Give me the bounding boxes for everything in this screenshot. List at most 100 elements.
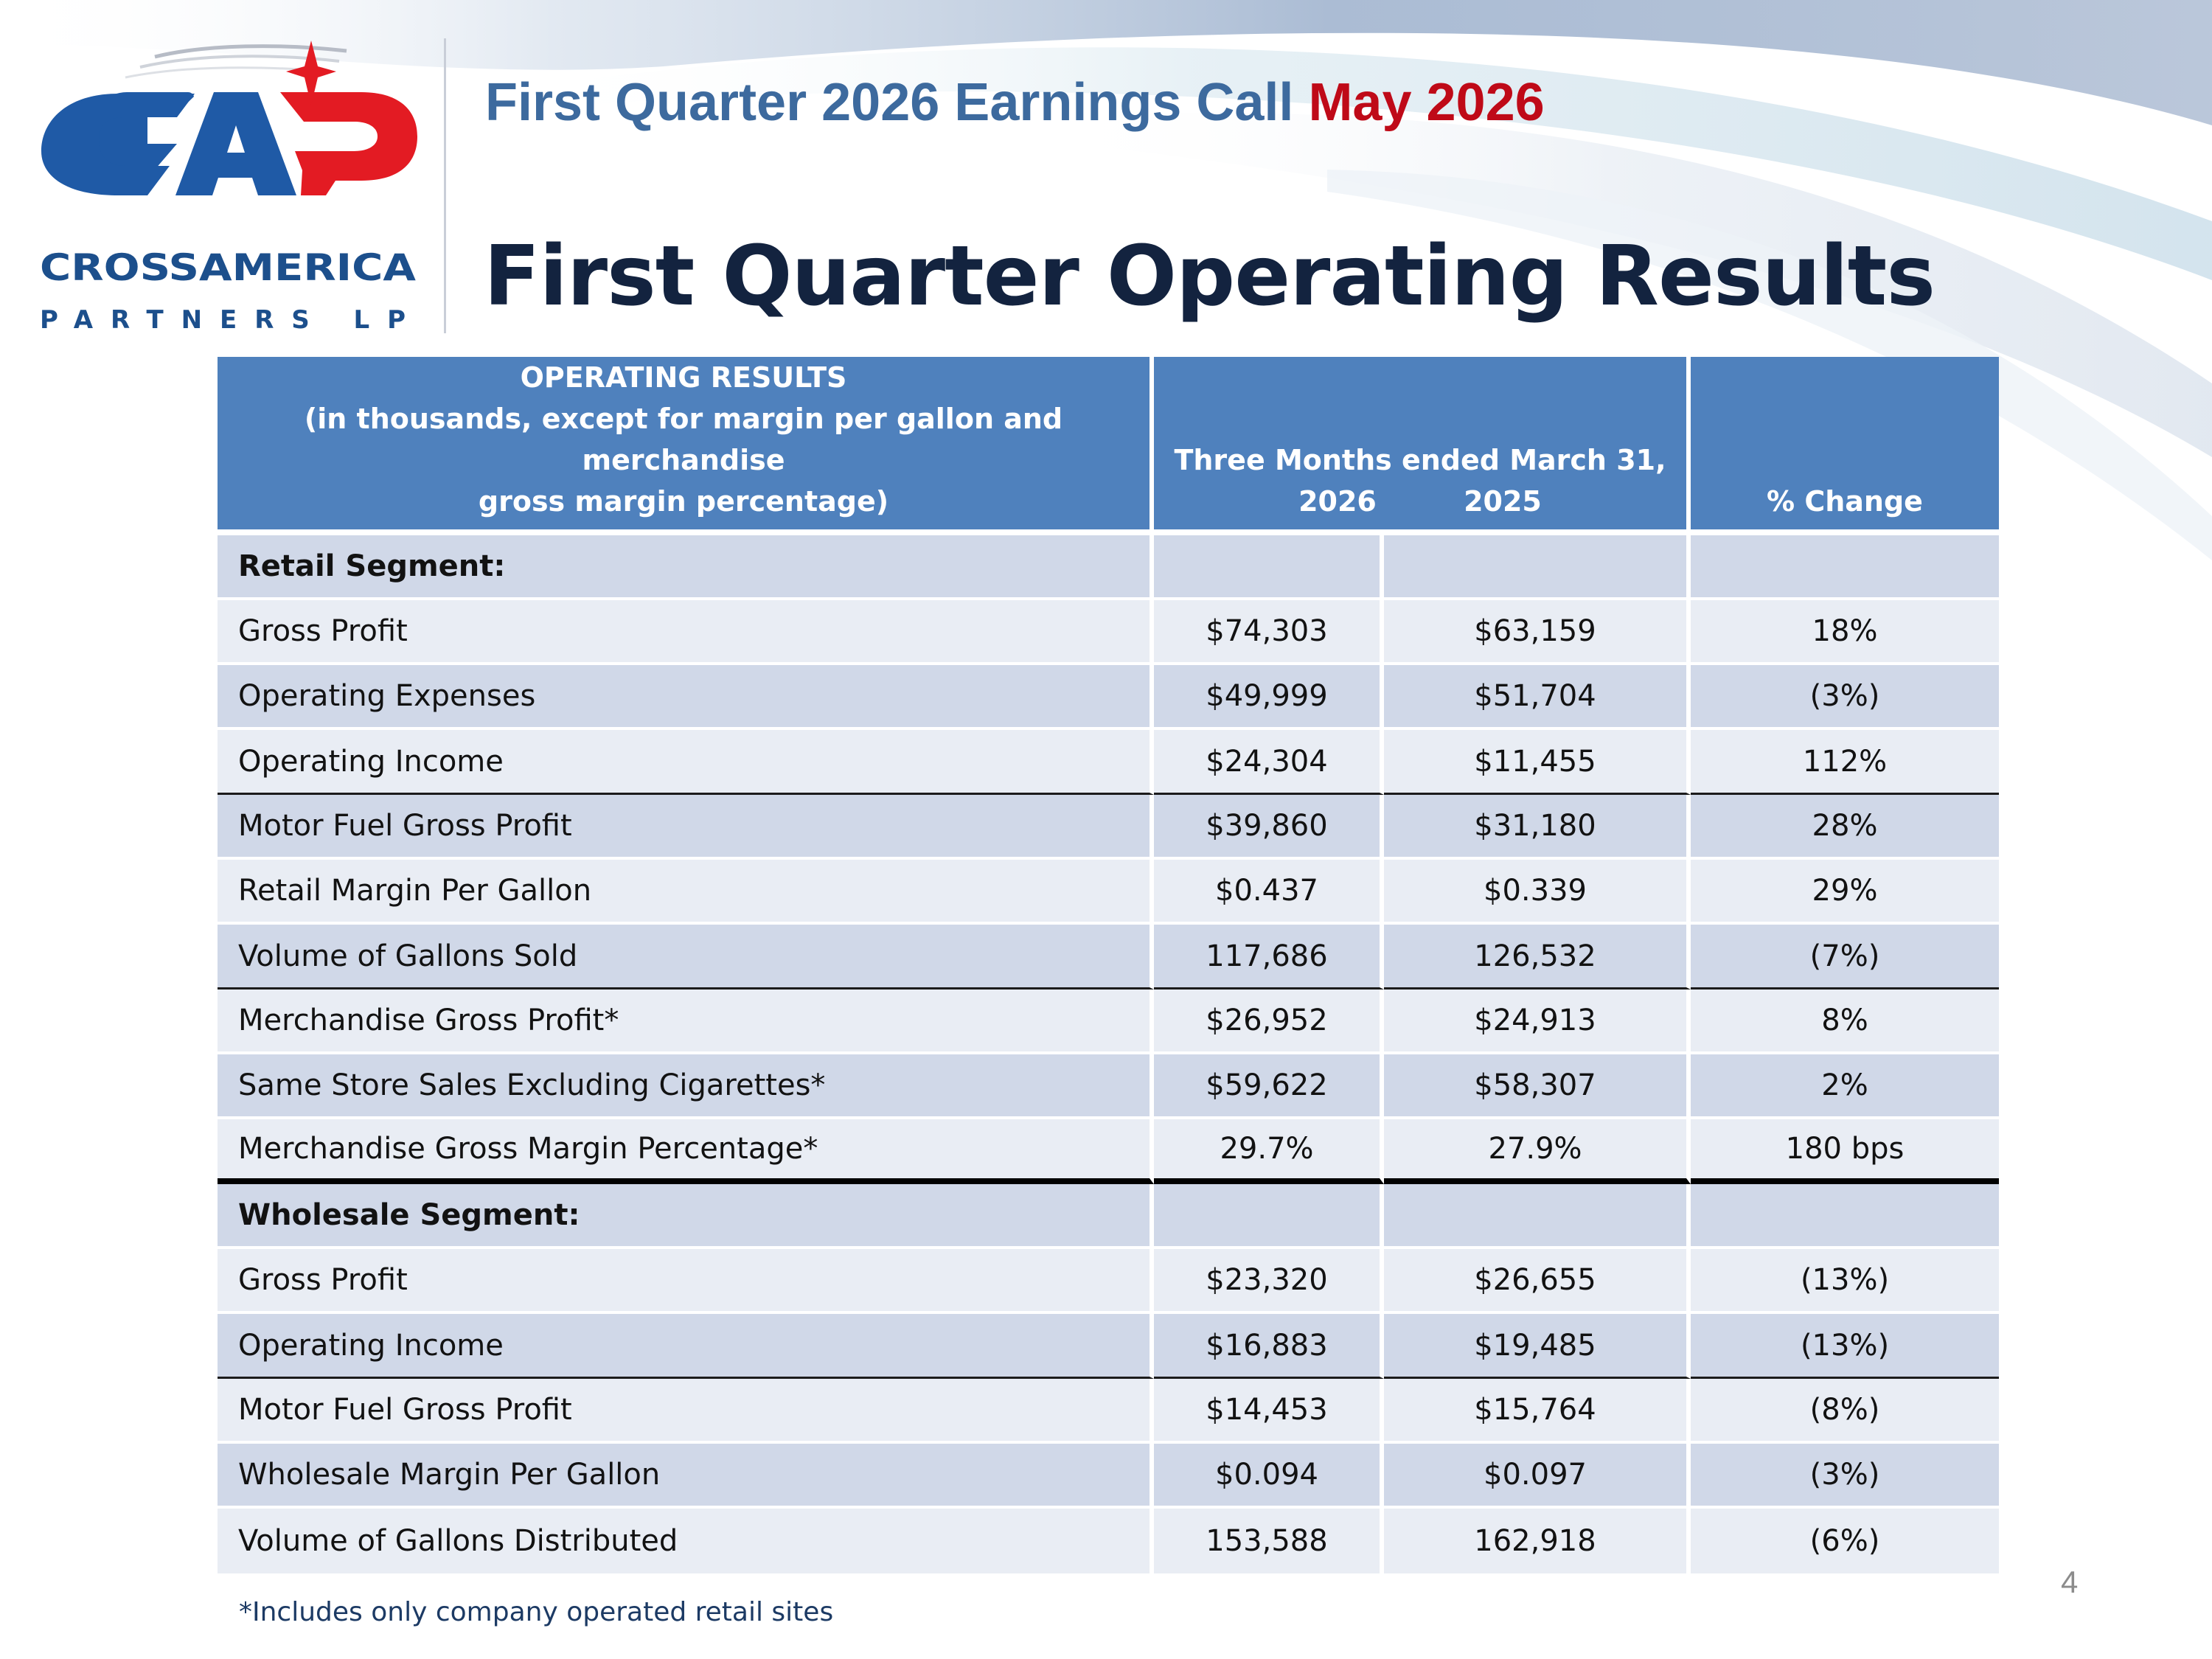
- crossamerica-logo: CROSSAMERICA PARTNERS LP: [40, 41, 417, 335]
- row-label: Volume of Gallons Distributed: [218, 1509, 1154, 1573]
- header-col1-line2: (in thousands, except for margin per gal…: [304, 403, 1063, 476]
- row-label: Retail Segment:: [218, 535, 1154, 600]
- cell-change: 2%: [1691, 1054, 1999, 1119]
- table-row-wholesale-segment: Wholesale Segment:: [218, 1184, 1999, 1249]
- cell-2026: 117,686: [1154, 925, 1384, 990]
- cell-2026: $49,999: [1154, 665, 1384, 730]
- header-operating-results: OPERATING RESULTS (in thousands, except …: [218, 357, 1154, 535]
- cell-change: (3%): [1691, 665, 1999, 730]
- table-row: Same Store Sales Excluding Cigarettes* $…: [218, 1054, 1999, 1119]
- table-row: Motor Fuel Gross Profit $14,453 $15,764 …: [218, 1379, 1999, 1444]
- table-row: Operating Expenses $49,999 $51,704 (3%): [218, 665, 1999, 730]
- cell-change: [1691, 1184, 1999, 1249]
- row-label: Merchandise Gross Profit*: [218, 990, 1154, 1054]
- page-number: 4: [2061, 1565, 2079, 1599]
- cell-change: 18%: [1691, 600, 1999, 665]
- cell-2026: [1154, 535, 1384, 600]
- cell-change: (13%): [1691, 1314, 1999, 1379]
- row-label: Operating Income: [218, 1314, 1154, 1379]
- cell-2025: $58,307: [1384, 1054, 1691, 1119]
- logo-company-line2: PARTNERS LP: [40, 305, 416, 335]
- table-row: Operating Income $24,304 $11,455 112%: [218, 730, 1999, 795]
- cell-2026: 153,588: [1154, 1509, 1384, 1573]
- cell-change: 112%: [1691, 730, 1999, 795]
- cell-2026: $0.437: [1154, 860, 1384, 925]
- cell-2025: $63,159: [1384, 600, 1691, 665]
- cell-2025: $26,655: [1384, 1249, 1691, 1314]
- row-label: Retail Margin Per Gallon: [218, 860, 1154, 925]
- cell-2026: 29.7%: [1154, 1119, 1384, 1184]
- cell-2026: $16,883: [1154, 1314, 1384, 1379]
- header-col1-line3: gross margin percentage): [478, 485, 889, 518]
- cell-2026: $23,320: [1154, 1249, 1384, 1314]
- cell-2025: $19,485: [1384, 1314, 1691, 1379]
- cell-2026: [1154, 1184, 1384, 1249]
- row-label: Motor Fuel Gross Profit: [218, 1379, 1154, 1444]
- cell-change: (3%): [1691, 1444, 1999, 1509]
- subtitle-date: May 2026: [1308, 73, 1545, 132]
- row-label: Operating Income: [218, 730, 1154, 795]
- cell-2025: 126,532: [1384, 925, 1691, 990]
- header-years: 2026 2025: [1298, 481, 1542, 522]
- header-period-label: Three Months ended March 31,: [1174, 444, 1666, 476]
- operating-results-table: OPERATING RESULTS (in thousands, except …: [218, 357, 1999, 1573]
- cell-2025: 27.9%: [1384, 1119, 1691, 1184]
- cell-2025: $31,180: [1384, 795, 1691, 860]
- cell-change: (6%): [1691, 1509, 1999, 1573]
- table-row: Merchandise Gross Margin Percentage* 29.…: [218, 1119, 1999, 1184]
- cell-change: 29%: [1691, 860, 1999, 925]
- row-label: Volume of Gallons Sold: [218, 925, 1154, 990]
- cell-2026: $59,622: [1154, 1054, 1384, 1119]
- cell-change: [1691, 535, 1999, 600]
- row-label: Same Store Sales Excluding Cigarettes*: [218, 1054, 1154, 1119]
- header-percent-change: % Change: [1691, 357, 1999, 535]
- row-label: Wholesale Margin Per Gallon: [218, 1444, 1154, 1509]
- cell-2025: $11,455: [1384, 730, 1691, 795]
- header-year-2026: 2026: [1298, 485, 1377, 518]
- table-row: Volume of Gallons Distributed 153,588 16…: [218, 1509, 1999, 1573]
- cell-change: (8%): [1691, 1379, 1999, 1444]
- row-label: Gross Profit: [218, 1249, 1154, 1314]
- subtitle-main: First Quarter 2026 Earnings Call: [485, 73, 1294, 132]
- cell-change: (13%): [1691, 1249, 1999, 1314]
- header-year-2025: 2025: [1464, 485, 1542, 518]
- table-row: Operating Income $16,883 $19,485 (13%): [218, 1314, 1999, 1379]
- header-col1-line1: OPERATING RESULTS: [520, 361, 847, 394]
- row-label: Wholesale Segment:: [218, 1184, 1154, 1249]
- table-row-retail-segment: Retail Segment:: [218, 535, 1999, 600]
- cell-2026: $26,952: [1154, 990, 1384, 1054]
- table-row: Retail Margin Per Gallon $0.437 $0.339 2…: [218, 860, 1999, 925]
- row-label: Merchandise Gross Margin Percentage*: [218, 1119, 1154, 1184]
- table-row: Gross Profit $23,320 $26,655 (13%): [218, 1249, 1999, 1314]
- cell-2025: [1384, 1184, 1691, 1249]
- cell-change: 8%: [1691, 990, 1999, 1054]
- table-row: Wholesale Margin Per Gallon $0.094 $0.09…: [218, 1444, 1999, 1509]
- cell-2026: $74,303: [1154, 600, 1384, 665]
- header-swoosh-background: [0, 0, 2212, 560]
- footnote: *Includes only company operated retail s…: [239, 1597, 834, 1627]
- cell-2025: $0.339: [1384, 860, 1691, 925]
- cell-2025: 162,918: [1384, 1509, 1691, 1573]
- logo-company-line1: CROSSAMERICA: [40, 246, 416, 289]
- cell-2025: [1384, 535, 1691, 600]
- page-title: First Quarter Operating Results: [484, 229, 1935, 324]
- cell-2026: $0.094: [1154, 1444, 1384, 1509]
- cell-2026: $24,304: [1154, 730, 1384, 795]
- cell-change: 180 bps: [1691, 1119, 1999, 1184]
- cell-2025: $0.097: [1384, 1444, 1691, 1509]
- cell-2025: $51,704: [1384, 665, 1691, 730]
- table-row: Motor Fuel Gross Profit $39,860 $31,180 …: [218, 795, 1999, 860]
- table-header-row: OPERATING RESULTS (in thousands, except …: [218, 357, 1999, 535]
- cell-2025: $15,764: [1384, 1379, 1691, 1444]
- row-label: Operating Expenses: [218, 665, 1154, 730]
- table-row: Merchandise Gross Profit* $26,952 $24,91…: [218, 990, 1999, 1054]
- cell-change: (7%): [1691, 925, 1999, 990]
- cell-2026: $14,453: [1154, 1379, 1384, 1444]
- cell-2025: $24,913: [1384, 990, 1691, 1054]
- row-label: Gross Profit: [218, 600, 1154, 665]
- logo-divider: [444, 38, 446, 333]
- earnings-call-subtitle: First Quarter 2026 Earnings Call May 202…: [485, 72, 1545, 133]
- header-three-months: Three Months ended March 31, 2026 2025: [1154, 357, 1691, 535]
- cell-2026: $39,860: [1154, 795, 1384, 860]
- table-row: Gross Profit $74,303 $63,159 18%: [218, 600, 1999, 665]
